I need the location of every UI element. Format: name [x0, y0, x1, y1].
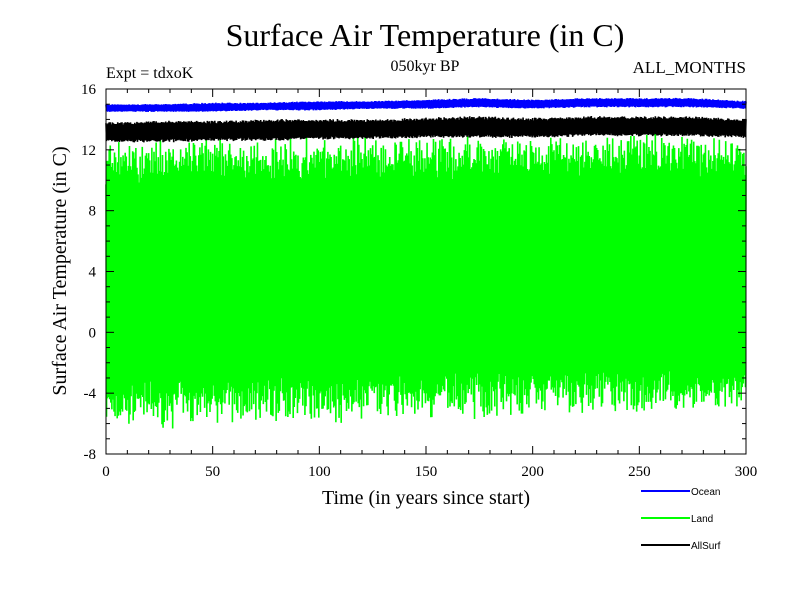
y-tick-label: -8 — [84, 447, 97, 463]
y-tick-label: 8 — [89, 204, 97, 220]
y-tick-label: 0 — [89, 325, 97, 341]
x-tick-label: 100 — [308, 464, 331, 480]
y-tick-label: 4 — [89, 265, 97, 281]
legend: Ocean Land AllSurf — [641, 487, 721, 552]
legend-label-allsurf: AllSurf — [691, 541, 721, 552]
x-tick-label: 150 — [415, 464, 438, 480]
months-label: ALL_MONTHS — [633, 58, 746, 77]
chart-subtitle: 050kyr BP — [391, 58, 460, 75]
x-tick-label: 0 — [102, 464, 110, 480]
y-tick-label: 16 — [81, 82, 97, 98]
experiment-label: Expt = tdxoK — [106, 65, 194, 82]
x-axis-label: Time (in years since start) — [322, 487, 530, 509]
y-tick-label: -4 — [84, 386, 97, 402]
y-tick-label: 12 — [81, 143, 96, 159]
series-layer — [105, 97, 747, 429]
ticks-layer: 0 50 100 150 200 250 300 -8 -4 0 4 8 12 16 — [81, 82, 757, 480]
series-land-line — [105, 133, 747, 429]
x-tick-label: 50 — [205, 464, 220, 480]
y-axis-label: Surface Air Temperature (in C) — [49, 146, 71, 395]
legend-label-ocean: Ocean — [691, 487, 720, 498]
x-tick-label: 300 — [735, 464, 758, 480]
x-tick-label: 200 — [521, 464, 544, 480]
series-allsurf-line — [105, 115, 747, 143]
legend-label-land: Land — [691, 514, 713, 525]
chart-title: Surface Air Temperature (in C) — [226, 17, 625, 53]
series-ocean-line — [105, 97, 747, 112]
x-tick-label: 250 — [628, 464, 651, 480]
